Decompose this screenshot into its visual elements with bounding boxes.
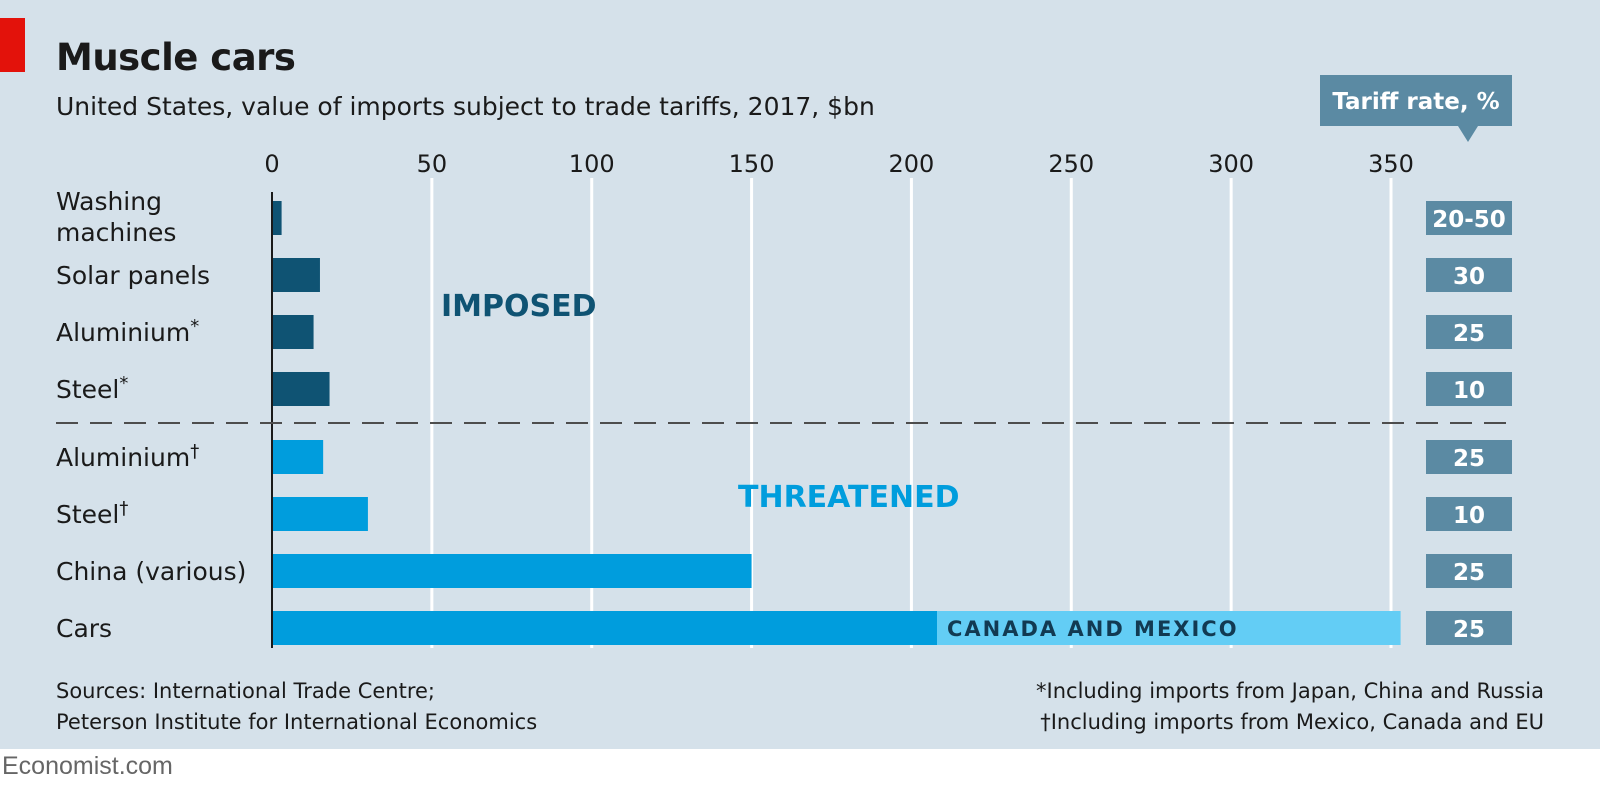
- rate-value-1: 30: [1453, 264, 1485, 290]
- bar-4: [272, 440, 324, 474]
- brand-watermark: Economist.com: [2, 752, 173, 780]
- x-tick-label-50: 50: [417, 150, 448, 178]
- rate-value-2: 25: [1453, 321, 1485, 347]
- chart-panel: Muscle cars United States, value of impo…: [0, 0, 1600, 749]
- group-label-imposed: IMPOSED: [441, 289, 597, 324]
- category-label-7: Cars: [56, 614, 112, 643]
- x-tick-label-300: 300: [1208, 150, 1254, 178]
- footnote-star: *Including imports from Japan, China and…: [1036, 679, 1544, 703]
- rate-value-7: 25: [1453, 617, 1485, 643]
- category-label-4: Aluminium†: [56, 441, 199, 472]
- rate-box-5: [1426, 497, 1512, 531]
- rate-value-6: 25: [1453, 560, 1485, 586]
- accent-red-tag: [0, 18, 25, 72]
- sources-line-1: Sources: International Trade Centre;: [56, 679, 435, 703]
- bar-6: [272, 554, 752, 588]
- bar-chart: 0 50 100 150 200 250 300 350 CANADA AND MEXICO Wa…: [56, 75, 1512, 648]
- chart-title: Muscle cars: [56, 36, 296, 79]
- category-label-1: Solar panels: [56, 261, 210, 290]
- rate-value-4: 25: [1453, 446, 1485, 472]
- rate-header-label: Tariff rate, %: [1332, 89, 1499, 115]
- category-label-5: Steel†: [56, 498, 128, 529]
- category-label-6: China (various): [56, 557, 246, 586]
- bar-2: [272, 315, 314, 349]
- x-tick-label-150: 150: [729, 150, 775, 178]
- rate-box-3: [1426, 372, 1512, 406]
- category-label-3: Steel*: [56, 373, 128, 404]
- group-label-threatened: THREATENED: [738, 480, 960, 515]
- rate-value-0: 20-50: [1432, 207, 1506, 233]
- sources-note: Sources: International Trade Centre; Pet…: [56, 676, 537, 738]
- bar-0: [272, 201, 282, 235]
- chart-subtitle: United States, value of imports subject …: [56, 92, 875, 121]
- sources-line-2: Peterson Institute for International Eco…: [56, 710, 538, 734]
- footnotes: *Including imports from Japan, China and…: [1036, 676, 1544, 738]
- category-label-2: Aluminium*: [56, 316, 199, 347]
- rate-box-0: [1426, 201, 1512, 235]
- rate-box-7: [1426, 611, 1512, 645]
- footnote-dagger: †Including imports from Mexico, Canada a…: [1040, 710, 1544, 734]
- rate-box-6: [1426, 554, 1512, 588]
- extension-label-7: CANADA AND MEXICO: [947, 617, 1239, 641]
- bar-extension-7: [937, 611, 1401, 645]
- rate-value-5: 10: [1453, 503, 1485, 529]
- bar-3: [272, 372, 330, 406]
- x-tick-label-350: 350: [1368, 150, 1414, 178]
- x-tick-label-250: 250: [1048, 150, 1094, 178]
- rate-header-box: [1320, 75, 1512, 142]
- rate-box-4: [1426, 440, 1512, 474]
- rate-box-1: [1426, 258, 1512, 292]
- rate-box-2: [1426, 315, 1512, 349]
- rate-value-3: 10: [1453, 378, 1485, 404]
- bar-5: [272, 497, 368, 531]
- bar-1: [272, 258, 320, 292]
- x-tick-label-0: 0: [264, 150, 279, 178]
- x-tick-label-100: 100: [569, 150, 615, 178]
- bar-7: [272, 611, 938, 645]
- x-tick-label-200: 200: [889, 150, 935, 178]
- category-label-0: Washing machines: [56, 187, 176, 247]
